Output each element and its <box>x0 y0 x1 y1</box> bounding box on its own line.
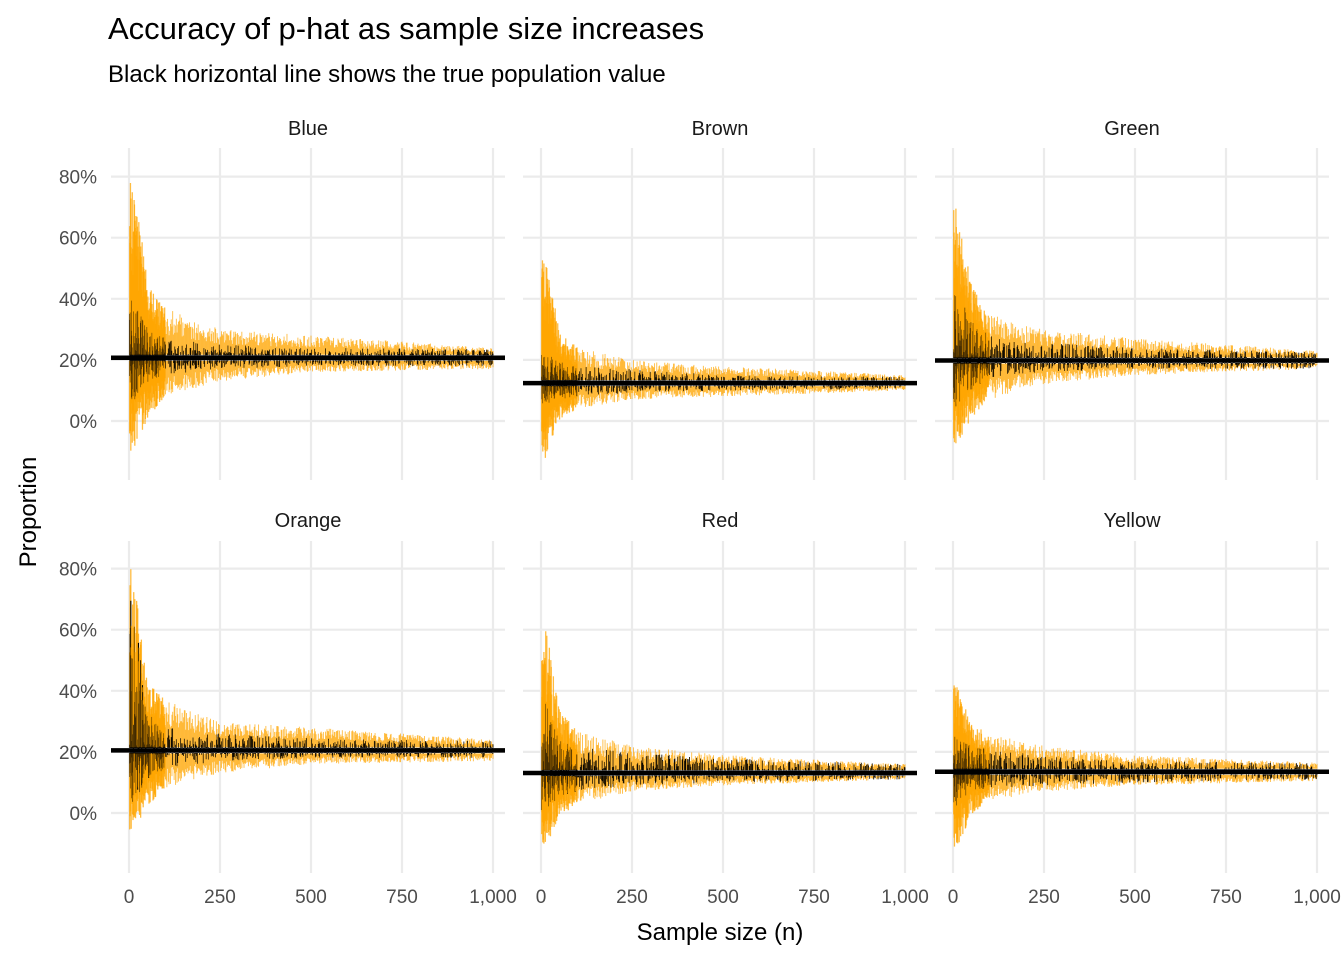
y-tick-label: 60% <box>59 229 97 250</box>
y-tick-label: 80% <box>59 168 97 189</box>
facet-label: Brown <box>692 118 749 140</box>
y-tick-label: 40% <box>59 290 97 311</box>
facet-label: Blue <box>288 118 328 140</box>
facet-blue: Blue 0% 20% 40% 60% 80% <box>59 118 505 480</box>
x-axis-title: Sample size (n) <box>637 919 804 946</box>
interval-bars <box>953 208 1318 444</box>
facet-green: Green <box>935 118 1329 480</box>
y-tick-label: 20% <box>59 351 97 372</box>
facet-label: Green <box>1104 118 1160 140</box>
y-axis-title: Proportion <box>15 457 42 568</box>
chart-title: Accuracy of p-hat as sample size increas… <box>108 11 704 46</box>
y-tick-label: 0% <box>70 412 98 433</box>
chart-subtitle: Black horizontal line shows the true pop… <box>108 61 666 88</box>
facet-brown: Brown <box>523 118 917 480</box>
